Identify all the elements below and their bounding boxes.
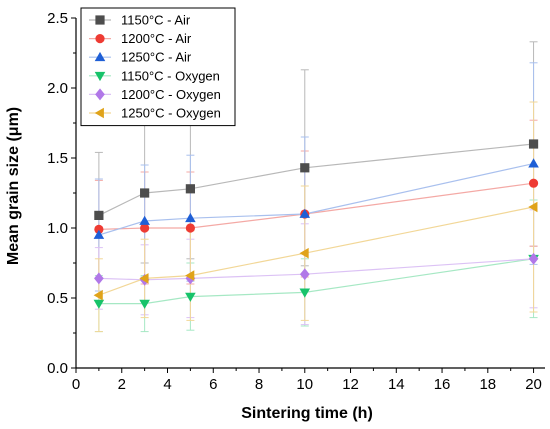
data-point	[300, 163, 310, 173]
x-tick-label: 0	[72, 376, 80, 393]
x-tick-label: 16	[434, 376, 451, 393]
series-5	[94, 209, 538, 326]
y-tick-label: 2.0	[47, 80, 68, 97]
series-6	[94, 101, 538, 333]
data-point	[185, 270, 195, 281]
data-point	[299, 268, 310, 281]
data-point	[140, 223, 150, 233]
data-point	[185, 292, 196, 302]
y-tick-label: 2.5	[47, 10, 68, 27]
legend-marker	[94, 51, 106, 62]
legend-marker	[95, 15, 105, 25]
x-tick-label: 18	[479, 376, 496, 393]
series-3-markers	[93, 158, 539, 239]
series-6-markers	[93, 201, 538, 301]
y-axis-title: Mean grain size (μm)	[5, 107, 22, 265]
legend-label: 1200°C - Oxygen	[121, 87, 221, 102]
data-point	[185, 223, 195, 233]
legend: 1150°C - Air 1200°C - Air 1250°C - Air 1150…	[80, 7, 236, 127]
data-point	[139, 299, 150, 309]
series-1-markers	[94, 139, 539, 220]
data-point	[139, 215, 150, 225]
legend-label: 1150°C - Air	[121, 13, 191, 28]
data-point	[94, 272, 104, 285]
data-point	[185, 212, 196, 223]
series-line	[98, 163, 534, 236]
data-point	[93, 289, 103, 301]
data-point	[299, 208, 311, 218]
series-line	[98, 182, 534, 230]
data-point	[185, 184, 195, 194]
data-point	[528, 139, 539, 149]
data-point	[93, 299, 105, 309]
legend-box	[80, 7, 236, 127]
legend-label: 1200°C - Air	[121, 31, 192, 46]
legend-label: 1250°C - Air	[121, 50, 192, 65]
data-point	[93, 229, 105, 239]
series-5-markers	[94, 252, 539, 286]
y-tick-label: 0.5	[47, 290, 68, 307]
legend-marker	[94, 71, 106, 82]
data-point	[94, 224, 104, 234]
x-tick-label: 14	[388, 376, 405, 393]
series-2-markers	[94, 178, 539, 234]
y-tick-label: 1.5	[47, 150, 68, 167]
series-line	[98, 258, 534, 305]
x-tick-label: 2	[118, 376, 126, 393]
x-tick-label: 12	[342, 376, 359, 393]
axes-layer: 0 2 4 6 8 10 12 14 16 18 20 0.0 0.5 1.0 1.5 2.0 2.5	[47, 10, 545, 393]
data-point	[528, 178, 539, 188]
data-point	[528, 201, 538, 213]
legend-marker	[95, 88, 105, 101]
data-point	[94, 210, 104, 220]
data-point	[139, 273, 149, 284]
legend-label: 1250°C - Oxygen	[121, 106, 221, 121]
x-tick-label: 8	[255, 376, 263, 393]
x-tick-label: 6	[209, 376, 217, 393]
legend-label: 1150°C - Oxygen	[121, 68, 220, 83]
data-point	[528, 158, 539, 168]
x-axis-title: Sintering time (h)	[241, 405, 373, 422]
data-point	[140, 188, 150, 198]
x-tick-label: 4	[163, 376, 171, 393]
y-tick-label: 0.0	[47, 360, 68, 377]
legend-marker	[94, 107, 104, 119]
data-point	[528, 252, 539, 265]
series-line	[98, 143, 534, 216]
data-point	[299, 247, 309, 259]
series-2	[94, 119, 538, 285]
legend-marker	[95, 34, 105, 44]
x-tick-label: 20	[525, 376, 542, 393]
series-layer	[93, 41, 539, 333]
data-point	[299, 288, 311, 298]
x-tick-label: 10	[296, 376, 313, 393]
y-tick-label: 1.0	[47, 220, 68, 237]
